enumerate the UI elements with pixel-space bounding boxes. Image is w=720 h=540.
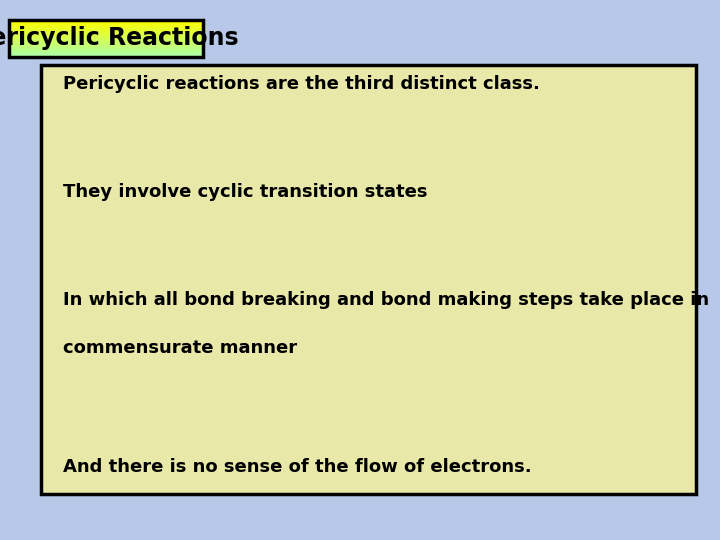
FancyBboxPatch shape [41, 65, 696, 494]
Text: In which all bond breaking and bond making steps take place in: In which all bond breaking and bond maki… [63, 291, 708, 309]
Text: Pericyclic reactions are the third distinct class.: Pericyclic reactions are the third disti… [63, 75, 539, 93]
Text: They involve cyclic transition states: They involve cyclic transition states [63, 183, 427, 201]
Text: Pericyclic Reactions: Pericyclic Reactions [0, 26, 238, 50]
Text: And there is no sense of the flow of electrons.: And there is no sense of the flow of ele… [63, 458, 531, 476]
Text: commensurate manner: commensurate manner [63, 339, 297, 357]
